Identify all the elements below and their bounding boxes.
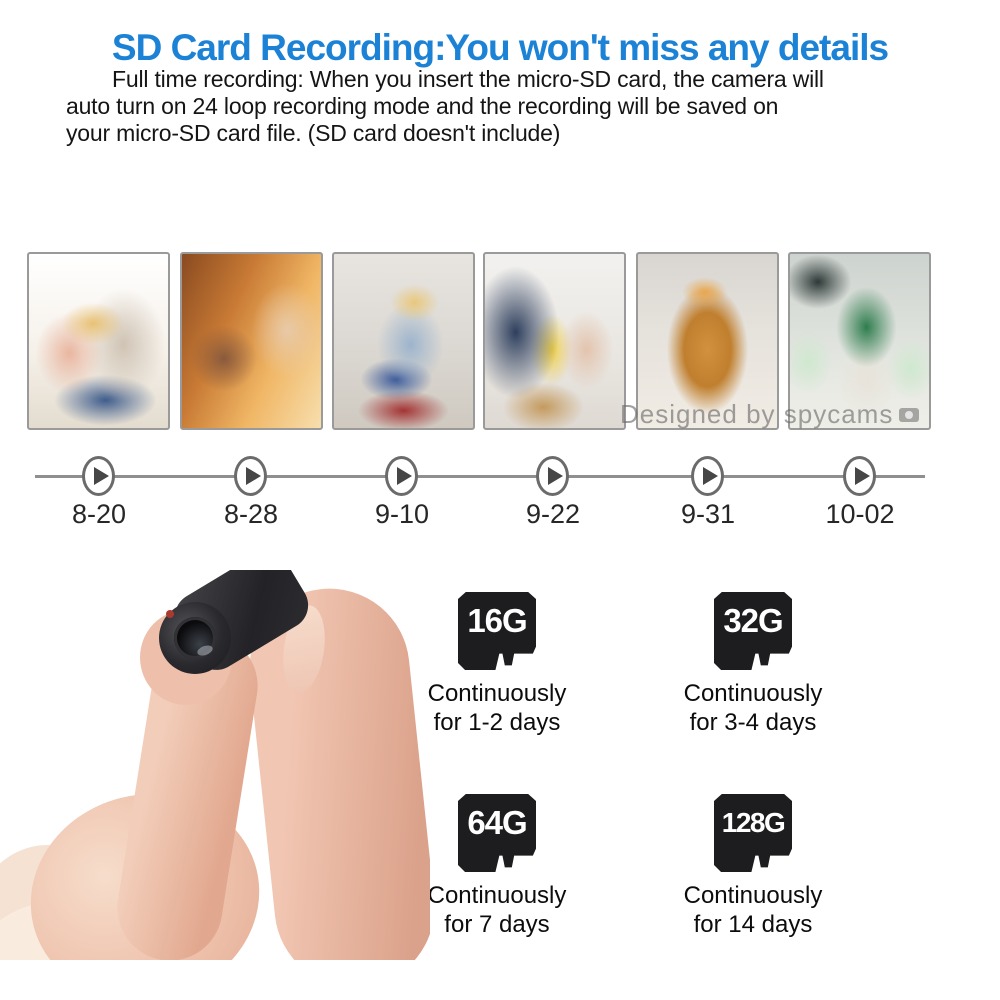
play-icon: [93, 467, 109, 485]
watermark-camera-icon: [899, 407, 920, 422]
play-button-2[interactable]: [234, 456, 267, 496]
storage-option-32g: 32G Continuously for 3-4 days: [638, 592, 868, 737]
duration-line: Continuously: [427, 882, 567, 909]
play-button-5[interactable]: [691, 456, 724, 496]
duration-line: for 14 days: [693, 911, 813, 938]
timeline-date-5: 9-31: [680, 499, 736, 529]
description-line: your micro-SD card file. (SD card doesn'…: [66, 120, 561, 146]
storage-option-16g: 16G Continuously for 1-2 days: [382, 592, 612, 737]
photo-thumbnail-kids-floor: [27, 252, 170, 430]
timeline-date-6: 10-02: [825, 499, 895, 529]
storage-duration-label: Continuously for 3-4 days: [638, 679, 868, 737]
description-line: Full time recording: When you insert the…: [112, 66, 824, 92]
storage-duration-label: Continuously for 14 days: [638, 881, 868, 939]
capacity-label: 64G: [467, 804, 527, 841]
hand-holding-mini-camera: [0, 570, 430, 960]
play-button-6[interactable]: [843, 456, 876, 496]
watermark-text: Designed by spycams: [620, 399, 894, 429]
photo-thumbnail-father-son: [180, 252, 323, 430]
micro-sd-card-icon: 64G: [458, 794, 536, 872]
timeline-date-3: 9-10: [374, 499, 430, 529]
timeline-date-2: 8-28: [223, 499, 279, 529]
play-button-4[interactable]: [536, 456, 569, 496]
description-paragraph: Full time recording: When you insert the…: [66, 66, 926, 147]
play-icon: [396, 467, 412, 485]
capacity-label: 128G: [721, 807, 786, 838]
watermark: Designed by spycams: [620, 399, 920, 430]
mini-camera-lens-icon: [174, 617, 216, 659]
micro-sd-card-icon: 32G: [714, 592, 792, 670]
play-button-3[interactable]: [385, 456, 418, 496]
duration-line: for 7 days: [444, 911, 550, 938]
duration-line: for 1-2 days: [433, 709, 561, 736]
page-title: SD Card Recording:You won't miss any det…: [111, 26, 889, 68]
duration-line: Continuously: [683, 680, 823, 707]
camera-indicator-dot: [166, 610, 174, 618]
photo-thumbnail-dad-box: [483, 252, 626, 430]
photo-thumbnail-baking-family: [788, 252, 931, 430]
timeline-line: [35, 475, 925, 478]
storage-option-128g: 128G Continuously for 14 days: [638, 794, 868, 939]
timeline-date-4: 9-22: [525, 499, 581, 529]
photo-thumbnail-boy-toy: [332, 252, 475, 430]
storage-duration-label: Continuously for 1-2 days: [382, 679, 612, 737]
play-icon: [854, 467, 870, 485]
duration-line: Continuously: [427, 680, 567, 707]
description-line: auto turn on 24 loop recording mode and …: [66, 93, 779, 119]
micro-sd-card-icon: 128G: [714, 794, 792, 872]
storage-option-64g: 64G Continuously for 7 days: [382, 794, 612, 939]
play-icon: [702, 467, 718, 485]
play-icon: [547, 467, 563, 485]
duration-line: Continuously: [683, 882, 823, 909]
capacity-label: 16G: [467, 602, 527, 639]
duration-line: for 3-4 days: [689, 709, 817, 736]
photo-thumbnail-dog: [636, 252, 779, 430]
storage-duration-label: Continuously for 7 days: [382, 881, 612, 939]
play-button-1[interactable]: [82, 456, 115, 496]
capacity-label: 32G: [723, 602, 783, 639]
play-icon: [245, 467, 261, 485]
micro-sd-card-icon: 16G: [458, 592, 536, 670]
timeline-date-1: 8-20: [71, 499, 127, 529]
